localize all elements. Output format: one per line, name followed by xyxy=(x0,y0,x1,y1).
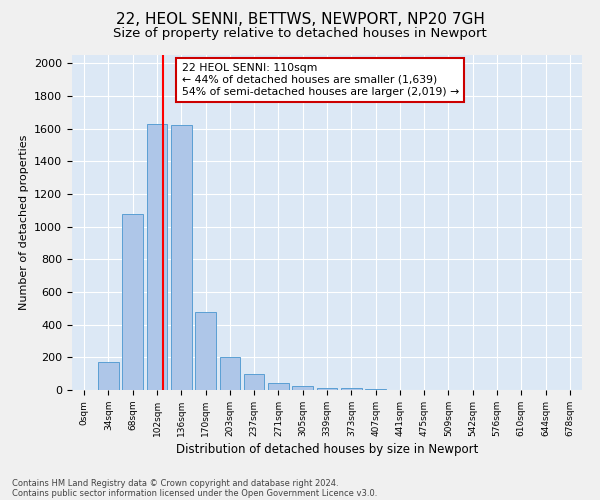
Bar xyxy=(122,214,143,390)
Bar xyxy=(146,124,167,390)
Text: 22, HEOL SENNI, BETTWS, NEWPORT, NP20 7GH: 22, HEOL SENNI, BETTWS, NEWPORT, NP20 7G… xyxy=(116,12,484,28)
Text: 22 HEOL SENNI: 110sqm
← 44% of detached houses are smaller (1,639)
54% of semi-d: 22 HEOL SENNI: 110sqm ← 44% of detached … xyxy=(182,64,459,96)
Text: Contains public sector information licensed under the Open Government Licence v3: Contains public sector information licen… xyxy=(12,488,377,498)
Text: Contains HM Land Registry data © Crown copyright and database right 2024.: Contains HM Land Registry data © Crown c… xyxy=(12,478,338,488)
Bar xyxy=(98,362,119,390)
Bar xyxy=(365,389,386,390)
Bar xyxy=(341,388,362,390)
Bar xyxy=(317,388,337,390)
Bar xyxy=(244,374,265,390)
X-axis label: Distribution of detached houses by size in Newport: Distribution of detached houses by size … xyxy=(176,443,478,456)
Text: Size of property relative to detached houses in Newport: Size of property relative to detached ho… xyxy=(113,28,487,40)
Bar xyxy=(171,126,191,390)
Y-axis label: Number of detached properties: Number of detached properties xyxy=(19,135,29,310)
Bar xyxy=(292,386,313,390)
Bar xyxy=(268,384,289,390)
Bar xyxy=(220,358,240,390)
Bar xyxy=(195,312,216,390)
